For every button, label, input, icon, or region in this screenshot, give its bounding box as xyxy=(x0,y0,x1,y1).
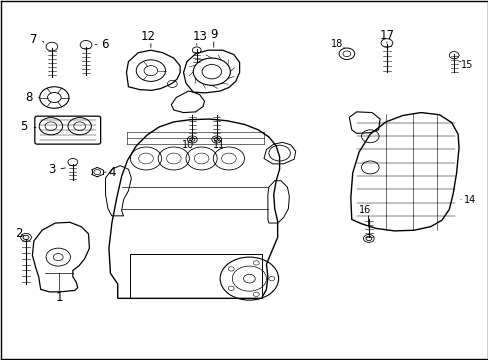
Text: 15: 15 xyxy=(460,59,472,69)
Text: 12: 12 xyxy=(141,30,156,43)
Text: 3: 3 xyxy=(48,163,55,176)
Text: 16: 16 xyxy=(359,206,371,216)
Text: 2: 2 xyxy=(16,227,23,240)
Text: 9: 9 xyxy=(210,28,217,41)
Text: 17: 17 xyxy=(379,29,394,42)
Text: 11: 11 xyxy=(212,140,224,150)
Text: 13: 13 xyxy=(192,30,206,43)
Text: 14: 14 xyxy=(463,195,475,205)
Text: 18: 18 xyxy=(330,39,343,49)
Text: 10: 10 xyxy=(182,140,194,150)
Text: 4: 4 xyxy=(108,166,115,179)
Text: 5: 5 xyxy=(20,121,28,134)
Text: 1: 1 xyxy=(55,291,63,304)
Text: 6: 6 xyxy=(101,38,108,51)
Text: 7: 7 xyxy=(30,32,38,46)
Text: 8: 8 xyxy=(25,91,33,104)
